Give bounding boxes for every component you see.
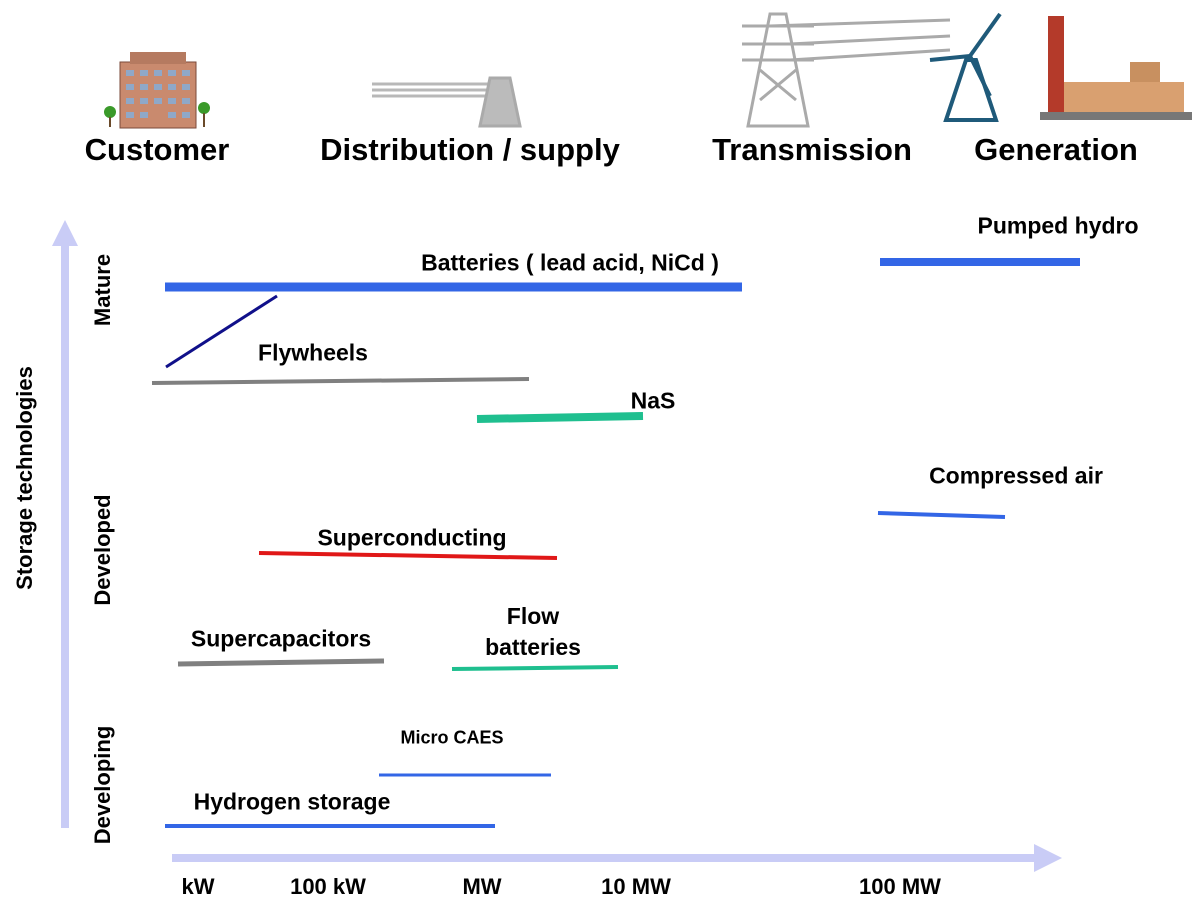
technology-label: Pumped hydro — [977, 213, 1138, 240]
x-tick-label: MW — [462, 874, 501, 900]
page: Customer Distribution / supply Transmiss… — [0, 0, 1200, 902]
sector-label: Generation — [974, 132, 1138, 168]
building-icon — [104, 52, 210, 128]
maturity-level: Mature — [90, 254, 116, 326]
x-tick-label: 10 MW — [601, 874, 671, 900]
technology-label: Flow batteries — [463, 601, 603, 663]
technology-label: NaS — [631, 388, 676, 415]
technology-label: Batteries ( lead acid, NiCd ) — [421, 250, 719, 277]
technology-label: Hydrogen storage — [194, 789, 391, 816]
x-tick-label: kW — [182, 874, 215, 900]
power-plant-icon — [1040, 16, 1192, 120]
maturity-level: Developed — [90, 494, 116, 605]
transmission-icon — [742, 14, 950, 126]
sector-label: Customer — [85, 132, 230, 168]
axes — [52, 220, 1062, 872]
technology-label: Superconducting — [317, 525, 506, 552]
wind-turbine-icon — [930, 14, 1000, 120]
technology-label: Compressed air — [929, 463, 1103, 490]
sector-label: Distribution / supply — [320, 132, 620, 168]
distribution-icon — [372, 78, 520, 126]
technology-label: Flywheels — [258, 340, 368, 367]
x-tick-label: 100 MW — [859, 874, 941, 900]
maturity-level: Developing — [90, 726, 116, 845]
technology-label: Supercapacitors — [191, 626, 371, 653]
x-tick-label: 100 kW — [290, 874, 366, 900]
y-axis-title: Storage technologies — [12, 366, 38, 590]
technology-label: Micro CAES — [400, 728, 503, 749]
sector-label: Transmission — [712, 132, 912, 168]
